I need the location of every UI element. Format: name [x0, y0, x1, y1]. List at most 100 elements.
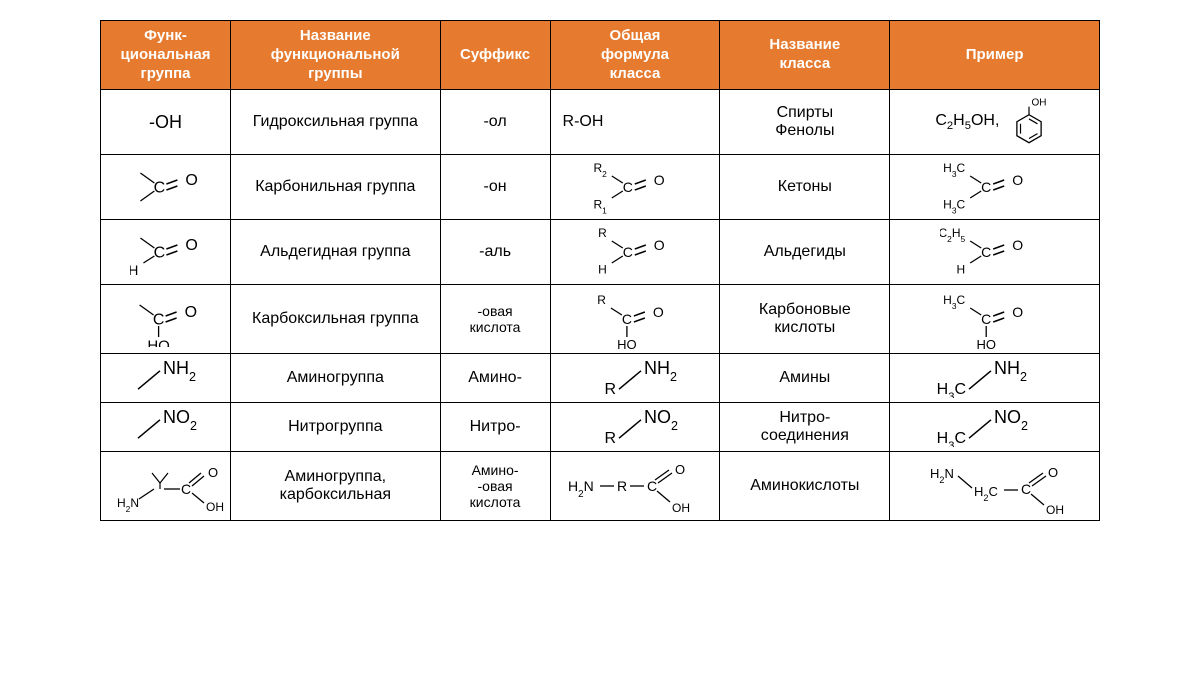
cell-class: Нитро-соединения	[720, 403, 890, 452]
cell-example: C2H5OH, OH	[890, 90, 1100, 155]
cell-name: Карбонильная группа	[230, 155, 440, 220]
svg-text:H2N: H2N	[930, 466, 954, 485]
svg-text:O: O	[1012, 237, 1023, 253]
table-row: COКарбонильная группа-онCOR2R1КетоныCOH3…	[101, 155, 1100, 220]
cell-formula: H2NRCOOH	[550, 452, 720, 521]
cell-group: -OH	[101, 90, 231, 155]
svg-text:HO: HO	[148, 338, 171, 347]
svg-text:H2N: H2N	[568, 478, 594, 500]
table-row: COHOКарбоксильная группа-оваякислотаCORH…	[101, 285, 1100, 354]
svg-text:H3C: H3C	[936, 430, 965, 447]
svg-text:OH: OH	[1046, 503, 1064, 514]
cell-formula: NO2 R	[550, 403, 720, 452]
cell-suffix: Нитро-	[440, 403, 550, 452]
svg-text:OH: OH	[1031, 98, 1046, 109]
svg-text:O: O	[654, 172, 665, 188]
table-row: NO2 НитрогруппаНитро- NO2 R Нитро-соединения…	[101, 403, 1100, 452]
svg-text:NO2: NO2	[994, 407, 1028, 433]
cell-group: COHO	[101, 285, 231, 354]
cell-suffix: -он	[440, 155, 550, 220]
cell-class: Кетоны	[720, 155, 890, 220]
svg-text:C2H5: C2H5	[940, 226, 966, 244]
functional-groups-table: Функ-циональнаягруппаНазваниефункциональ…	[100, 20, 1100, 521]
cell-suffix: -ол	[440, 90, 550, 155]
svg-text:HO: HO	[618, 337, 638, 349]
svg-text:C: C	[981, 244, 991, 260]
svg-text:C: C	[623, 244, 633, 260]
cell-name: Аминогруппа	[230, 354, 440, 403]
cell-name: Гидроксильная группа	[230, 90, 440, 155]
cell-formula: R-OH	[550, 90, 720, 155]
cell-group: COH	[101, 220, 231, 285]
cell-name: Аминогруппа,карбоксильная	[230, 452, 440, 521]
table-header: Функ-циональнаягруппаНазваниефункциональ…	[101, 21, 1100, 90]
column-header-0: Функ-циональнаягруппа	[101, 21, 231, 90]
cell-class: Амины	[720, 354, 890, 403]
cell-group: NO2	[101, 403, 231, 452]
svg-text:NH2: NH2	[644, 358, 677, 384]
svg-text:H3C: H3C	[943, 293, 965, 311]
cell-class: Карбоновыекислоты	[720, 285, 890, 354]
cell-group: NH2	[101, 354, 231, 403]
cell-group: H2N C O OH	[101, 452, 231, 521]
column-header-1: Названиефункциональнойгруппы	[230, 21, 440, 90]
cell-group: CO	[101, 155, 231, 220]
cell-example: NH2H3C	[890, 354, 1100, 403]
svg-text:O: O	[208, 465, 218, 480]
cell-name: Альдегидная группа	[230, 220, 440, 285]
table-row: -OHГидроксильная группа-олR-OHСпиртыФено…	[101, 90, 1100, 155]
svg-text:NH2: NH2	[994, 358, 1027, 384]
svg-text:C: C	[981, 179, 991, 195]
svg-text:C: C	[181, 481, 191, 497]
svg-text:R: R	[604, 381, 616, 398]
cell-example: COH3CH3C	[890, 155, 1100, 220]
cell-suffix: -оваякислота	[440, 285, 550, 354]
column-header-3: Общаяформулакласса	[550, 21, 720, 90]
svg-text:C: C	[154, 180, 166, 197]
cell-example: H2NH2CCOOH	[890, 452, 1100, 521]
cell-suffix: Амино--оваякислота	[440, 452, 550, 521]
svg-text:O: O	[1012, 172, 1023, 188]
svg-text:O: O	[654, 237, 665, 253]
cell-formula: C O R H	[550, 220, 720, 285]
svg-text:O: O	[186, 172, 198, 189]
table-row: H2N C O OH Аминогруппа,карбоксильнаяАмино--о…	[101, 452, 1100, 521]
svg-text:OH: OH	[672, 501, 690, 514]
svg-text:H2C: H2C	[974, 484, 998, 503]
column-header-4: Названиекласса	[720, 21, 890, 90]
svg-text:O: O	[653, 304, 664, 320]
svg-text:R: R	[598, 293, 607, 307]
cell-example: NO2 H3C	[890, 403, 1100, 452]
svg-text:R: R	[617, 478, 627, 494]
svg-text:O: O	[185, 304, 197, 321]
column-header-2: Суффикс	[440, 21, 550, 90]
svg-text:O: O	[675, 462, 685, 477]
svg-text:O: O	[1048, 465, 1058, 480]
svg-text:OH: OH	[206, 500, 224, 514]
svg-text:R1: R1	[593, 198, 607, 215]
cell-class: Аминокислоты	[720, 452, 890, 521]
svg-text:HO: HO	[976, 337, 996, 349]
cell-class: СпиртыФенолы	[720, 90, 890, 155]
svg-text:C: C	[981, 311, 991, 327]
cell-suffix: -аль	[440, 220, 550, 285]
svg-text:H3C: H3C	[943, 198, 965, 215]
cell-name: Карбоксильная группа	[230, 285, 440, 354]
svg-text:H: H	[598, 263, 607, 277]
svg-text:R: R	[598, 226, 607, 240]
cell-example: COH3CHO	[890, 285, 1100, 354]
svg-text:NH2: NH2	[163, 358, 196, 384]
svg-text:H2N: H2N	[117, 496, 139, 514]
svg-text:C: C	[623, 179, 633, 195]
svg-text:C: C	[154, 245, 166, 262]
cell-name: Нитрогруппа	[230, 403, 440, 452]
svg-text:NO2: NO2	[644, 407, 678, 433]
column-header-5: Пример	[890, 21, 1100, 90]
cell-formula: NH2 R	[550, 354, 720, 403]
table-row: COHАльдегидная группа-альCORHАльдегидыCO…	[101, 220, 1100, 285]
svg-text:H: H	[130, 262, 138, 277]
svg-text:R: R	[604, 430, 616, 447]
svg-text:NO2: NO2	[163, 407, 197, 433]
svg-text:H: H	[956, 263, 965, 277]
cell-formula: COR2R1	[550, 155, 720, 220]
